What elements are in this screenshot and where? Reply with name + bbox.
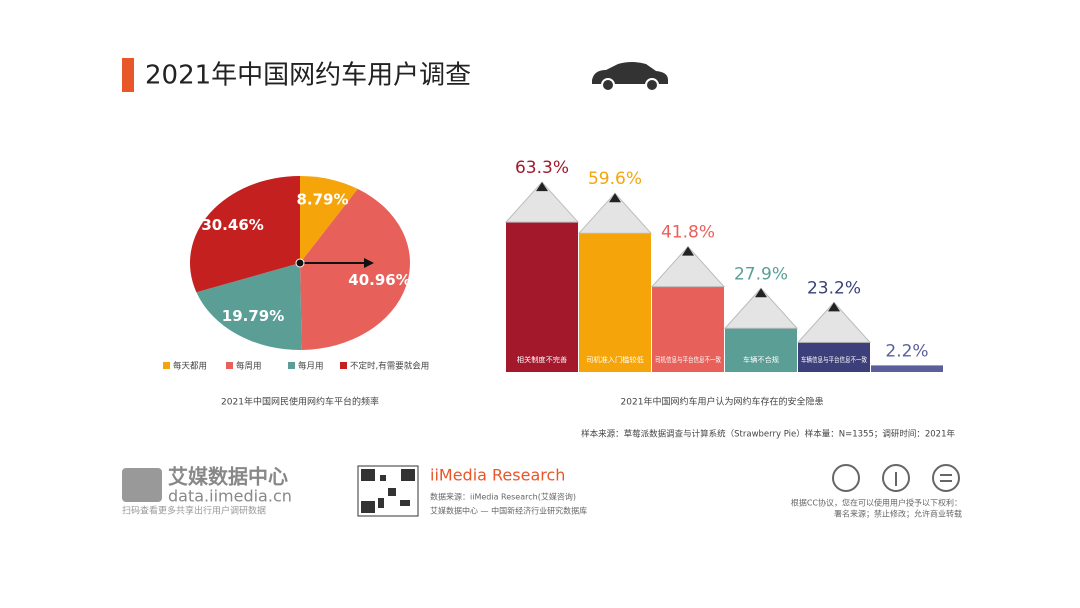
legend-swatch	[288, 362, 295, 369]
cc-icons	[832, 464, 960, 492]
bar-category: 相关制度不完善	[517, 355, 567, 364]
value-label: 59.6%	[588, 169, 642, 189]
pencil-lead	[828, 302, 840, 312]
arrow-head	[364, 258, 374, 268]
pie-caption: 2021年中国网民使用网约车平台的频率	[221, 396, 379, 408]
logo-url: data.iimedia.cn	[168, 487, 292, 506]
title: 2021年中国网约车用户调查	[145, 61, 471, 91]
pencil-lead	[536, 182, 548, 192]
scan-note: 扫码查看更多共享出行用户调研数据	[122, 505, 266, 517]
pencil-tip	[796, 301, 872, 343]
pencil-body	[725, 328, 797, 372]
legend-swatch	[226, 362, 233, 369]
logo-name: 艾媒数据中心	[168, 465, 288, 489]
title-accent	[122, 58, 134, 92]
car-icon	[592, 62, 668, 92]
arrow-origin	[295, 258, 305, 268]
value-label: 41.8%	[661, 223, 715, 243]
bar-category: 其他	[900, 355, 914, 364]
pencil-lead	[609, 193, 621, 203]
brand: iiMedia Research	[430, 466, 565, 485]
pencil-tip	[723, 287, 799, 329]
pencil-tip	[577, 192, 653, 234]
bar-category: 车辆信息与平台信息不一致	[801, 355, 867, 364]
pencil-body	[652, 286, 724, 372]
pie-slice	[189, 176, 300, 293]
pencil-bar	[577, 192, 653, 372]
slice-label: 8.79%	[296, 191, 348, 209]
bar-caption: 2021年中国网约车用户认为网约车存在的安全隐患	[621, 396, 824, 408]
pencil-lead	[755, 288, 767, 298]
value-label: 63.3%	[515, 158, 569, 178]
license-line: 根据CC协议，您在可以使用用户授予以下权利：	[791, 498, 962, 508]
legend-swatch	[340, 362, 347, 369]
sample-note: 样本来源：草莓派数据调查与计算系统（Strawberry Pie）样本量：N=1…	[581, 429, 955, 440]
legend-label: 每天都用	[173, 361, 207, 372]
logo-mark	[122, 468, 162, 502]
value-label: 23.2%	[807, 278, 861, 298]
slice-label: 30.46%	[201, 216, 263, 234]
value-label: 27.9%	[734, 264, 788, 284]
slice-label: 40.96%	[348, 271, 410, 289]
pencil-body	[871, 365, 943, 372]
pencil-tip	[504, 181, 580, 223]
pencil-body	[506, 222, 578, 372]
value-label: 2.2%	[885, 341, 928, 361]
pencil-bar	[871, 365, 943, 372]
pencil-tip	[650, 245, 726, 288]
pie-slice	[300, 188, 410, 350]
database: 艾媒数据中心 — 中国新经济行业研究数据库	[430, 506, 587, 516]
pencil-bar	[504, 181, 580, 372]
bar-category: 司机准入门槛较低	[586, 355, 644, 364]
source: 数据来源：iiMedia Research(艾媒咨询)	[430, 492, 576, 502]
legend-swatch	[163, 362, 170, 369]
pencil-bar	[796, 301, 872, 372]
pencil-bar	[650, 245, 726, 372]
slice-label: 19.79%	[222, 307, 284, 325]
pencil-lead	[682, 246, 694, 256]
pencil-body	[798, 342, 870, 372]
pie-slice	[196, 263, 302, 350]
pencil-body	[579, 233, 651, 372]
legend-label: 每周用	[236, 361, 262, 372]
license-line: 署名来源；禁止修改；允许商业转载	[834, 509, 962, 519]
pencil-bar	[723, 287, 799, 372]
legend-label: 每月用	[298, 361, 324, 372]
bar-category: 司机信息与平台信息不一致	[655, 355, 721, 364]
legend-label: 不定时,有需要就会用	[350, 361, 429, 372]
qr-code	[357, 465, 419, 517]
pie-slice	[300, 176, 358, 263]
bar-category: 车辆不合规	[743, 355, 779, 364]
